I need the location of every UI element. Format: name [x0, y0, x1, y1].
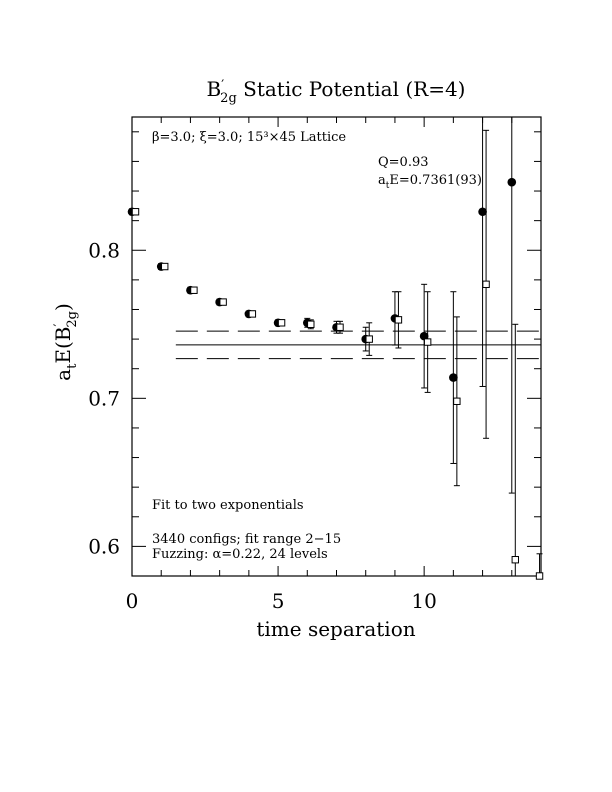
ylabel-prime: ′ — [52, 324, 67, 327]
data-marks — [127, 117, 544, 580]
configs-annotation: 3440 configs; fit range 2−15 — [152, 532, 341, 547]
data-point-square — [482, 280, 490, 289]
data-point-square — [535, 572, 544, 580]
data-point-circle — [419, 331, 429, 341]
data-point-square — [423, 338, 432, 346]
chart-title: B′ 2g Static Potential (R=4) — [207, 77, 466, 106]
q-annotation: Q=0.93 — [378, 155, 429, 170]
x-tick-label: 10 — [411, 589, 436, 613]
fit-band — [175, 330, 541, 360]
data-point-square — [161, 262, 169, 271]
data-point-square — [131, 208, 140, 216]
energy-annotation: atE=0.7361(93) — [378, 173, 482, 191]
x-tick-label: 0 — [126, 589, 139, 613]
energy-value: E=0.7361(93) — [389, 173, 482, 188]
y-tick-label: 0.7 — [88, 386, 120, 410]
data-point-square — [511, 556, 519, 564]
data-point-square — [190, 286, 198, 294]
data-point-circle — [449, 373, 458, 382]
axis-ticks: 0 5 10 0.6 0.7 0.8 — [88, 117, 542, 613]
data-point-square — [365, 335, 373, 343]
title-subscript: 2g — [220, 91, 237, 106]
data-point-square — [307, 320, 315, 328]
y-axis-label: atE(B′2g) — [51, 303, 80, 381]
energy-pre: a — [378, 173, 386, 188]
ylabel-pre: a — [51, 369, 75, 381]
data-point-square — [453, 397, 461, 405]
data-point-circle — [507, 177, 517, 187]
title-rest: Static Potential (R=4) — [237, 77, 466, 101]
y-tick-label: 0.8 — [88, 238, 120, 262]
energy-subscript: t — [386, 181, 390, 191]
x-axis-label: time separation — [256, 617, 415, 641]
fit-annotation: Fit to two exponentials — [152, 498, 304, 513]
data-point-circle — [478, 207, 487, 217]
data-point-square — [394, 316, 403, 324]
data-point-square — [277, 319, 286, 327]
y-tick-label: 0.6 — [88, 534, 120, 558]
lattice-annotation: β=3.0; ξ=3.0; 15³×45 Lattice — [152, 130, 346, 145]
plot-area: 0 5 10 0.6 0.7 0.8 — [88, 116, 544, 613]
ylabel-pre-subscript: t — [65, 363, 80, 369]
ylabel-main: E(B — [51, 327, 75, 364]
data-point-square — [248, 310, 257, 318]
ylabel-subscript: 2g — [65, 311, 80, 328]
ylabel-post: ) — [51, 303, 75, 311]
x-tick-label: 5 — [272, 589, 285, 613]
title-prime: ′ — [221, 78, 224, 93]
fuzzing-annotation: Fuzzing: α=0.22, 24 levels — [152, 547, 328, 562]
data-point-square — [336, 323, 344, 331]
title-main: B — [207, 77, 222, 101]
data-point-square — [219, 298, 227, 306]
